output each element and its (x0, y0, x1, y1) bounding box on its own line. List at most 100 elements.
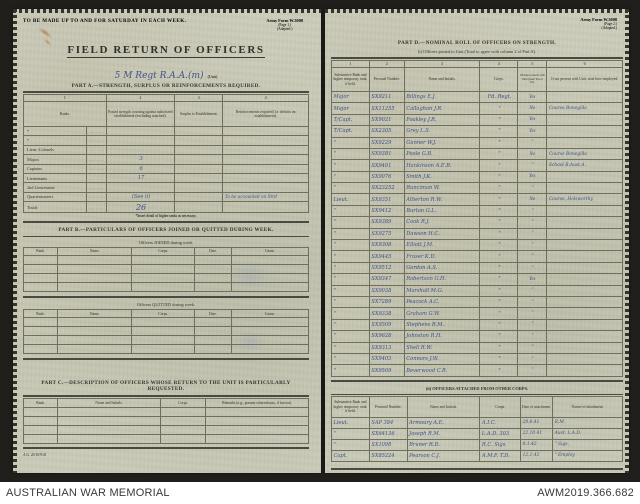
blank-cell (159, 415, 207, 426)
part-d-heading: PART D.—NOMINAL ROLL OF OFFICERS ON STRE… (397, 39, 557, 46)
rank-dots: ... ... (85, 172, 107, 184)
officer-present: Yes (517, 125, 548, 138)
form-id-left: Army Form W.3008 (266, 18, 303, 23)
blank-cell (57, 335, 133, 346)
rank-dots: ... ... (85, 191, 107, 203)
blank-cell (57, 282, 133, 293)
nominal-roll-row: " SX9275 Dawson H.C. " " (331, 227, 623, 241)
attached-corps: R.C. Sigs. (479, 438, 522, 451)
perforation-edge-top (325, 9, 629, 13)
nominal-roll-row: " SX23252 Runciman W. " " (331, 182, 623, 195)
nominal-roll-row: Major SX9211 Billings E.J. Fd. Regt. Yes (331, 90, 623, 104)
officer-corps: " (479, 113, 519, 127)
officer-rank: Major (331, 102, 370, 115)
strength-value: 6 (105, 163, 176, 174)
strength-value (105, 144, 176, 156)
blank-cell (57, 255, 133, 266)
rank-label: Captains (23, 163, 87, 174)
blank-cell (131, 282, 195, 293)
rank-label: * (23, 135, 87, 146)
rank-dots: ... ... (85, 135, 107, 146)
part-c-row (22, 406, 309, 417)
officers-joined-row (22, 255, 309, 266)
officer-present: " (517, 227, 548, 241)
blank-cell (57, 273, 133, 284)
blank-cell (57, 317, 133, 328)
nominal-roll-row: " SX9401 Hankinson A.E.B. " " School R.Aust.A… (331, 159, 623, 172)
officer-rank: Major (331, 90, 370, 104)
officer-present: Yes (517, 113, 548, 127)
officer-name: Hankinson A.E.B. (403, 159, 481, 172)
attached-officers-table: Substantive Rank and higher temporary ra… (331, 395, 623, 462)
attached-number: SX85224 (368, 449, 408, 462)
officer-corps: " (479, 341, 519, 354)
officer-name: Dawson H.C. (403, 227, 481, 241)
blank-cell (57, 344, 133, 355)
surplus-value (174, 182, 224, 193)
officer-name: Foakley J.R. (403, 113, 481, 127)
officer-name: Grey L.S. (403, 125, 481, 138)
officer-remarks: Course Bonegilla (546, 102, 623, 115)
blank-cell (57, 264, 133, 275)
attached-name: Pearson C.J. (406, 449, 481, 462)
officers-quitted-row (22, 317, 309, 328)
officer-remarks (546, 352, 623, 366)
quitted-header-row: Rank. Name. Corps. Date. Cause. (22, 308, 309, 319)
document-page-left: TO BE MADE UP TO AND FOR SATURDAY IN EAC… (13, 9, 321, 473)
viewer-footer: AUSTRALIAN WAR MEMORIAL AWM2019.366.682 (0, 482, 640, 504)
total-reinforcements (222, 201, 309, 214)
attached-officer-row: Capt. SX85224 Pearson C.J. A.M.F. T.D. 12.1.… (331, 449, 623, 462)
officer-remarks: Course, Holsworthy (546, 193, 623, 206)
printer-mark: A.G. 20/10/9/41 (23, 452, 47, 457)
blank-cell (193, 282, 233, 293)
part-d-subheading: (i) Officers posted to Unit (Total to ag… (417, 48, 537, 54)
nominal-roll-row: " SX9038 Marshall M.G. " " (331, 284, 623, 298)
attached-rank: Capt. (331, 449, 370, 462)
part-a-footnote: *Insert detail of higher ranks as necess… (135, 214, 197, 219)
officer-corps: " (479, 170, 519, 184)
officer-corps: " (479, 352, 519, 366)
page-title: FIELD RETURN OF OFFICERS (67, 43, 265, 58)
officer-number: SX9628 (368, 330, 405, 343)
blank-cell (231, 273, 309, 284)
officer-name: Fraser K.D. (403, 250, 481, 263)
blank-cell (193, 326, 233, 337)
blank-cell (193, 317, 233, 328)
officer-present: " (517, 341, 548, 354)
blank-cell (231, 326, 309, 337)
blank-cell (205, 415, 309, 426)
officer-rank: " (331, 147, 370, 161)
officers-quitted-table: Rank. Name. Corps. Date. Cause. (22, 308, 309, 355)
part-c-row (22, 433, 309, 444)
officer-name: Callaghan J.R. (403, 102, 481, 115)
form-page-left: (Page 1.) (278, 23, 292, 27)
blank-cell (131, 317, 195, 328)
part-a-row: Quartermasters... ... (See ii) To be accou… (23, 191, 309, 203)
nominal-roll-row: " SX9338 Graham G.W. " " (331, 307, 623, 320)
part-c-header-row: Rank. Name and Initials. Corps. Remarks … (22, 398, 309, 408)
part-c-row (22, 415, 309, 426)
attached-name: Joseph R.M. (406, 427, 481, 440)
strength-value: (See ii) (105, 191, 176, 203)
officer-rank: " (331, 318, 370, 332)
nominal-roll-row: " SX9403 Connors J.W. " " (331, 352, 623, 366)
officer-rank: Lieut. (331, 193, 370, 206)
officers-quitted-row (22, 326, 309, 337)
officer-corps: " (479, 250, 519, 263)
blank-cell (193, 335, 233, 346)
perforation-edge-left (13, 9, 17, 473)
officer-number: SX11255 (368, 102, 405, 115)
attached-rank: " (331, 427, 370, 440)
officer-rank: " (331, 204, 370, 218)
part-a-header-row: Ranks. Posted strength counting against … (23, 100, 309, 127)
officer-present: " (517, 159, 548, 172)
part-a-row: *... ... (23, 135, 309, 146)
part-a-row: *... ... (23, 125, 309, 137)
reinforcements-value (222, 172, 309, 184)
attached-number: SAP 384 (368, 416, 408, 429)
blank-cell (22, 415, 59, 426)
officer-present: Yes (517, 170, 548, 184)
rank-label: Lieutenants (23, 172, 87, 184)
officers-joined-row (22, 282, 309, 293)
officer-present: " (517, 136, 548, 149)
